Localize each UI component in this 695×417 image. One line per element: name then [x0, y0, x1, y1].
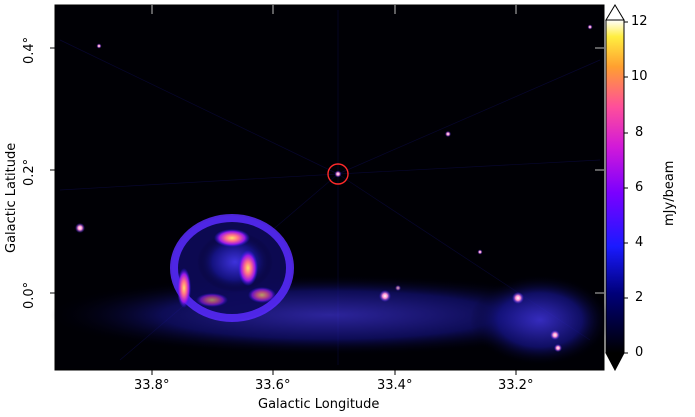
colorbar-tick-label: 4: [635, 235, 644, 250]
supernova-remnant: [170, 214, 294, 322]
x-tick-label: 33.6°: [255, 378, 291, 393]
y-tick-label: 0.0°: [22, 281, 37, 309]
radio-map: [50, 4, 610, 371]
x-tick-label: 33.2°: [498, 378, 534, 393]
colorbar-tick-label: 2: [635, 290, 644, 305]
x-axis-label: Galactic Longitude: [258, 397, 380, 412]
y-axis-ticks: [50, 47, 604, 294]
colorbar-tick-label: 6: [635, 180, 644, 195]
source-marker-circle: [327, 163, 349, 185]
colorbar-label: mJy/beam: [662, 160, 677, 226]
x-tick-label: 33.8°: [134, 378, 170, 393]
colorbar: [605, 4, 628, 372]
colorbar-tick-label: 10: [631, 69, 648, 84]
y-tick-label: 0.2°: [22, 158, 37, 186]
colorbar-tick-label: 0: [635, 345, 644, 360]
y-axis-label: Galactic Latitude: [4, 142, 19, 253]
x-axis-ticks: [151, 5, 517, 375]
x-tick-label: 33.4°: [377, 378, 413, 393]
y-tick-label: 0.4°: [22, 36, 37, 64]
colorbar-tick-label: 12: [631, 14, 648, 29]
colorbar-tick-label: 8: [635, 125, 644, 140]
